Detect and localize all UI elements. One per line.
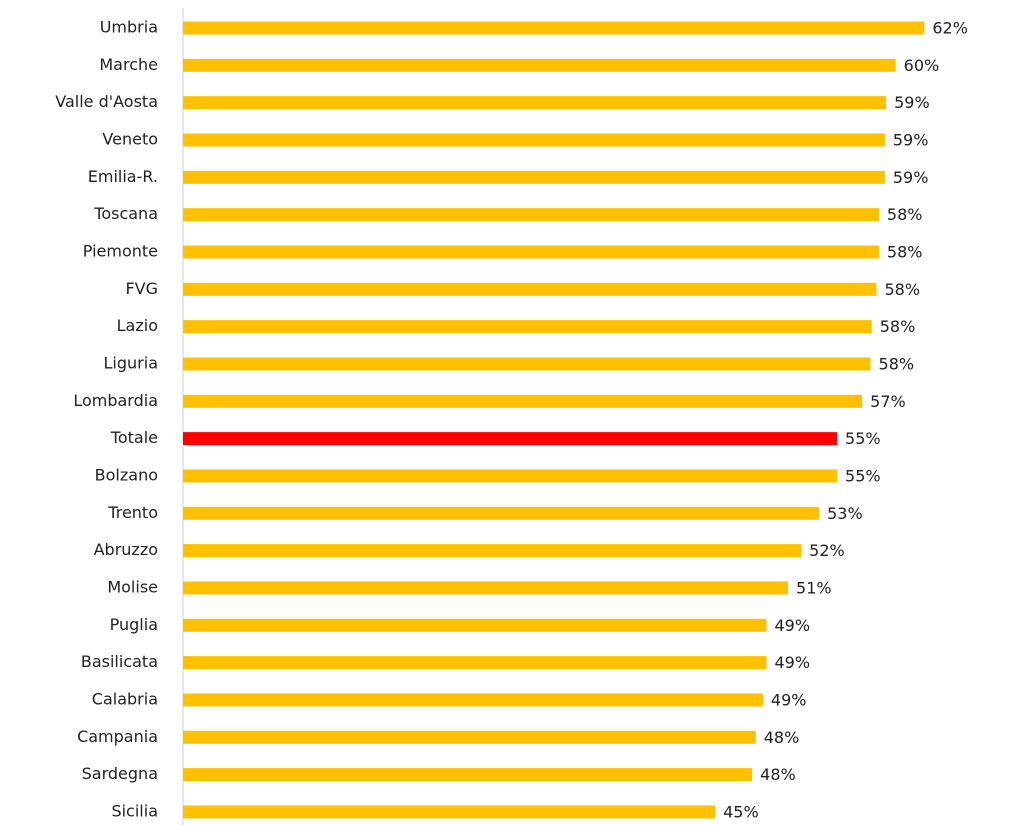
- value-label: 59%: [894, 93, 930, 112]
- category-label: Lombardia: [73, 391, 158, 410]
- value-label: 45%: [723, 802, 759, 821]
- category-label: Calabria: [92, 689, 158, 708]
- category-label: Lazio: [117, 316, 158, 335]
- bar: [183, 693, 763, 707]
- category-label: Piemonte: [83, 241, 158, 260]
- category-label: Valle d'Aosta: [55, 92, 158, 111]
- value-label: 55%: [845, 466, 881, 485]
- bar: [183, 656, 767, 670]
- category-label: Abruzzo: [94, 540, 158, 559]
- category-label: Umbria: [100, 18, 158, 37]
- value-label: 58%: [887, 205, 923, 224]
- bar: [183, 357, 871, 371]
- category-label: Liguria: [104, 353, 158, 372]
- bar: [183, 320, 872, 334]
- bar: [183, 432, 838, 446]
- bar: [183, 245, 879, 259]
- category-label: Trento: [107, 503, 158, 522]
- bar: [183, 506, 820, 520]
- bar: [183, 618, 767, 632]
- value-label: 48%: [764, 728, 800, 747]
- value-label: 48%: [760, 765, 796, 784]
- category-label: Puglia: [110, 615, 158, 634]
- bar: [183, 282, 877, 296]
- bar: [183, 58, 896, 72]
- category-label: FVG: [125, 279, 158, 298]
- category-label: Sicilia: [111, 801, 158, 820]
- category-label: Basilicata: [81, 652, 158, 671]
- value-label: 58%: [880, 317, 916, 336]
- value-label: 57%: [870, 392, 906, 411]
- bar: [183, 768, 753, 782]
- bar: [183, 581, 789, 595]
- value-label: 59%: [893, 130, 929, 149]
- bar: [183, 133, 885, 147]
- value-label: 53%: [827, 504, 863, 523]
- bar: [183, 21, 925, 35]
- value-label: 55%: [845, 429, 881, 448]
- value-label: 49%: [771, 690, 807, 709]
- value-label: 51%: [796, 578, 832, 597]
- category-label: Totale: [110, 428, 158, 447]
- value-label: 58%: [885, 280, 921, 299]
- value-label: 59%: [893, 168, 929, 187]
- bar: [183, 96, 887, 110]
- bar: [183, 544, 802, 558]
- bar: [183, 730, 756, 744]
- value-label: 49%: [775, 653, 811, 672]
- bar: [183, 469, 838, 483]
- value-label: 62%: [932, 19, 968, 38]
- category-label: Bolzano: [95, 465, 158, 484]
- category-label: Campania: [77, 727, 158, 746]
- bar: [183, 170, 885, 184]
- bar: [183, 208, 879, 222]
- value-label: 58%: [887, 242, 923, 261]
- category-label: Marche: [99, 55, 158, 74]
- value-label: 60%: [904, 56, 940, 75]
- category-label: Emilia-R.: [88, 167, 158, 186]
- bar: [183, 805, 716, 819]
- value-label: 49%: [775, 616, 811, 635]
- category-label: Molise: [107, 577, 158, 596]
- value-label: 52%: [809, 541, 845, 560]
- category-label: Sardegna: [82, 764, 158, 783]
- bar: [183, 394, 863, 408]
- category-label: Veneto: [102, 129, 158, 148]
- category-label: Toscana: [93, 204, 158, 223]
- value-label: 58%: [879, 354, 915, 373]
